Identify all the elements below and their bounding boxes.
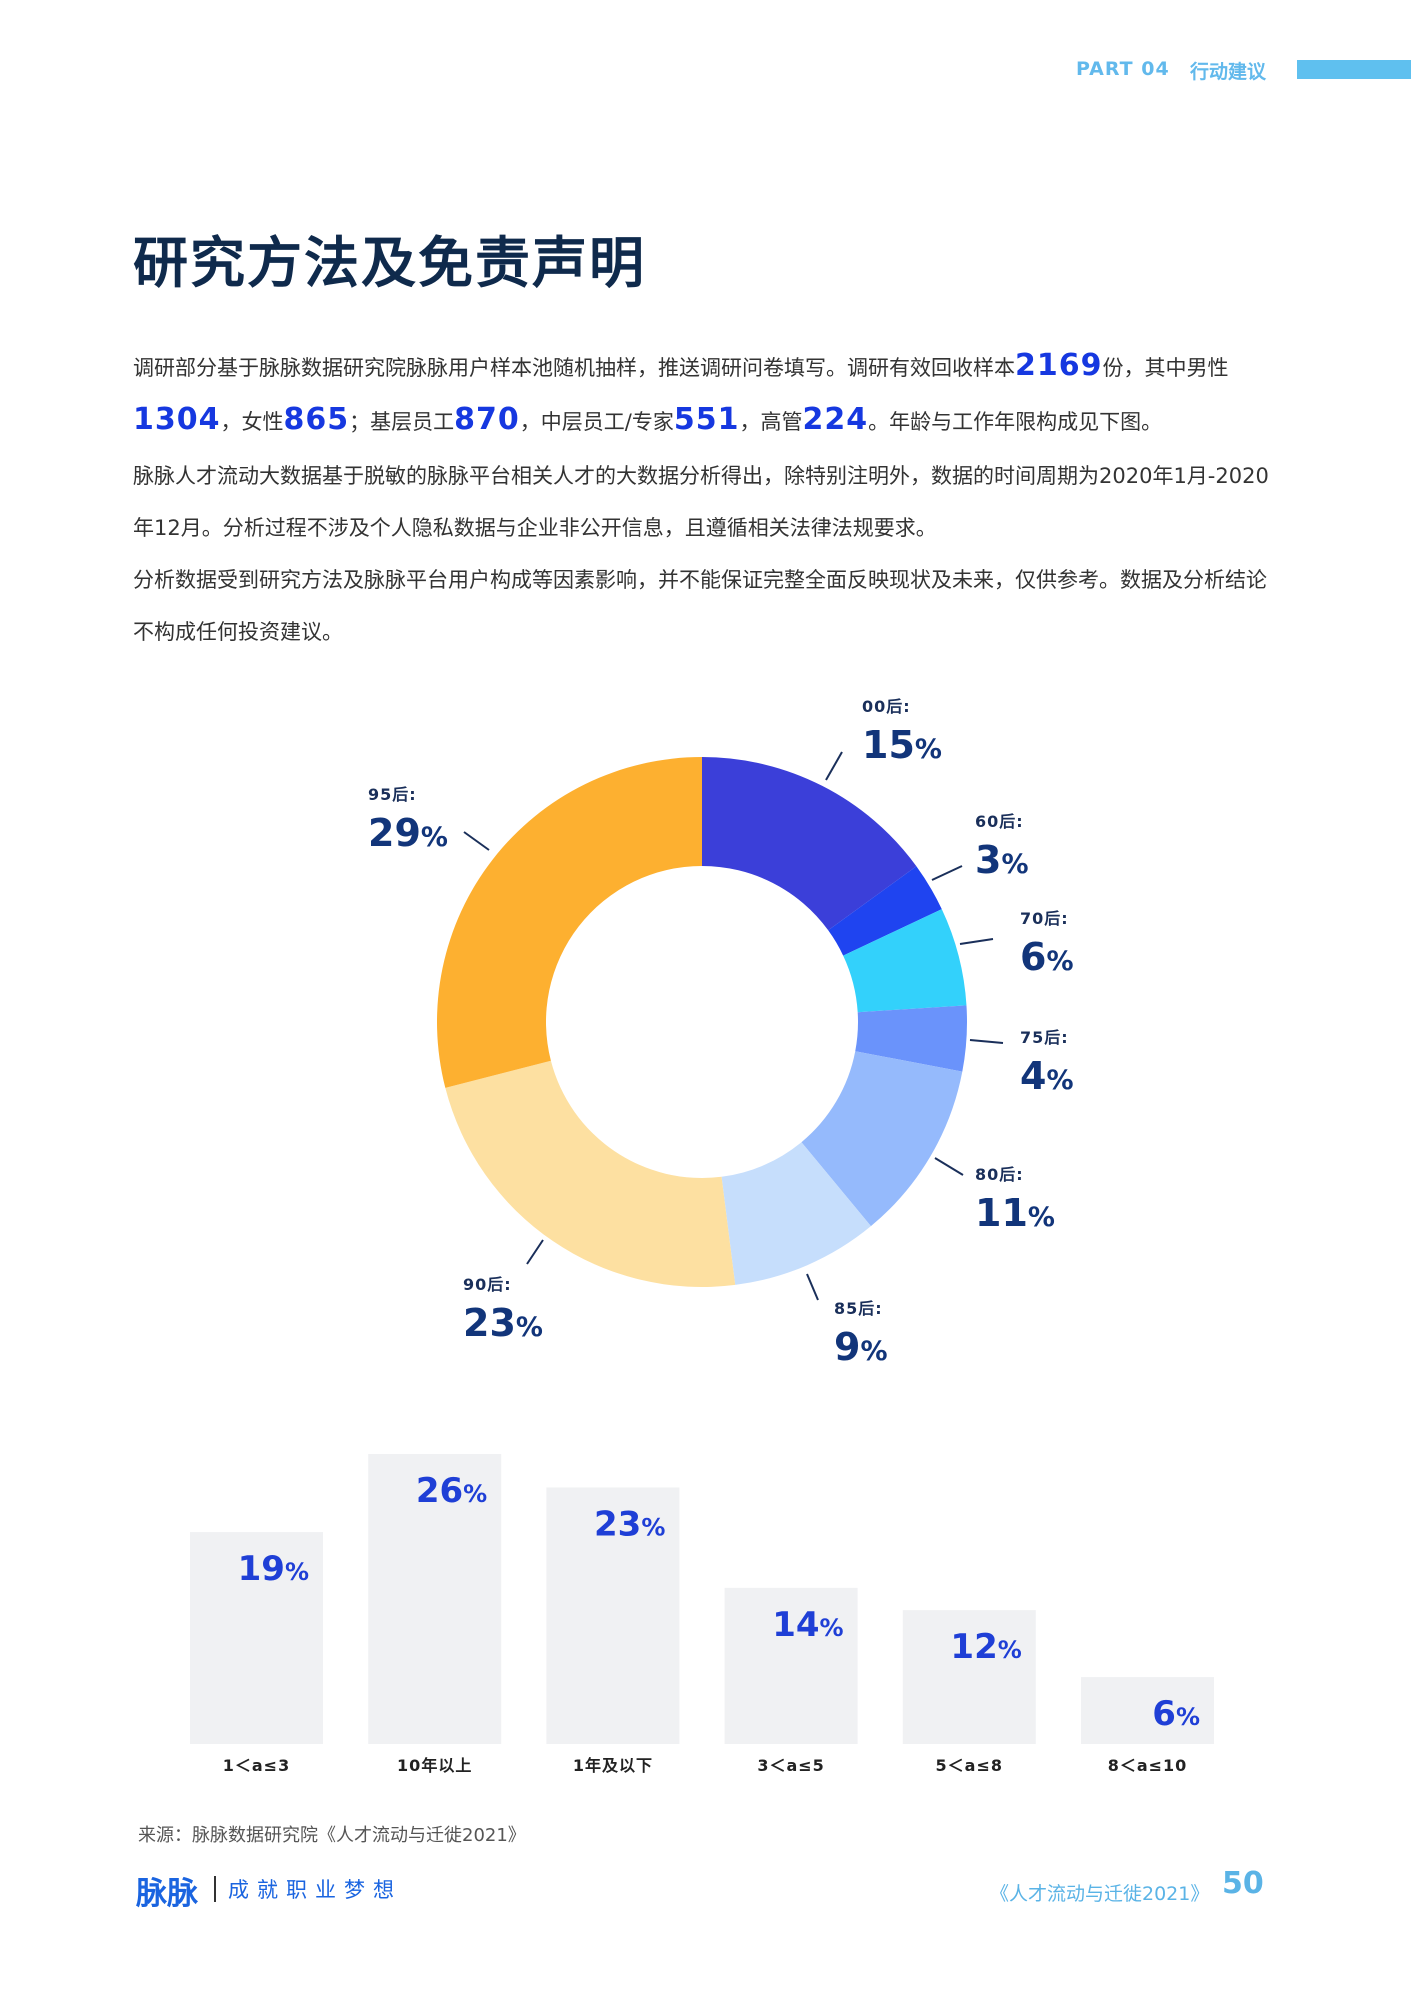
bar-category-label: 1＜a≤3	[223, 1756, 290, 1775]
bar-category-label: 10年以上	[397, 1756, 472, 1775]
donut-slice	[801, 1051, 963, 1227]
footer-logo: 脉脉	[136, 1876, 198, 1912]
bar-category-label: 1年及以下	[573, 1756, 653, 1775]
bar	[546, 1487, 680, 1744]
donut-slice-label: 80后:	[975, 1165, 1024, 1184]
bar-value-label: 6%	[1152, 1694, 1200, 1734]
paragraph-sample: 调研部分基于脉脉数据研究院脉脉用户样本池随机抽样，推送调研问卷填写。调研有效回收…	[133, 348, 1229, 437]
donut-slice	[702, 757, 917, 931]
bar-value-label: 23%	[594, 1504, 665, 1544]
paragraph-bigdata: 脉脉人才流动大数据基于脱敏的脉脉平台相关人才的大数据分析得出，除特别注明外，数据…	[133, 464, 1269, 540]
donut-slice	[445, 1060, 736, 1287]
donut-slice	[721, 1142, 871, 1285]
donut-slice	[855, 1005, 967, 1072]
footer-slogan: 成就职业梦想	[228, 1878, 402, 1902]
sample-total: 2169	[1015, 348, 1103, 383]
bar	[902, 1610, 1036, 1744]
sample-junior: 870	[454, 402, 520, 437]
donut-slice	[828, 866, 942, 956]
bar	[368, 1454, 502, 1744]
sample-male: 1304	[133, 402, 221, 437]
footer-divider	[214, 1876, 216, 1902]
bar	[724, 1587, 858, 1744]
bar-category-label: 3＜a≤5	[757, 1756, 824, 1775]
sample-senior: 224	[802, 402, 869, 437]
donut-slice-value: 3%	[975, 838, 1029, 882]
donut-slice-label: 95后:	[368, 785, 417, 804]
page-title: 研究方法及免责声明	[133, 230, 647, 295]
donut-leader-line	[463, 831, 490, 851]
donut-leader-line	[959, 938, 994, 945]
donut-slice	[437, 757, 702, 1088]
bar-value-label: 14%	[772, 1605, 843, 1645]
donut-leader-line	[526, 1239, 544, 1265]
bar-category-label: 8＜a≤10	[1108, 1756, 1188, 1775]
donut-slice-value: 23%	[463, 1301, 543, 1345]
source-note: 来源：脉脉数据研究院《人才流动与迁徙2021》	[138, 1825, 526, 1846]
sample-middle: 551	[673, 402, 740, 437]
bar	[1081, 1677, 1214, 1744]
donut-slice-value: 11%	[975, 1191, 1055, 1235]
paragraph-disclaimer: 分析数据受到研究方法及脉脉平台用户构成等因素影响，并不能保证完整全面反映现状及未…	[133, 568, 1267, 644]
bar-value-label: 26%	[416, 1471, 487, 1511]
donut-slice-label: 70后:	[1020, 909, 1069, 928]
donut-slice	[843, 909, 967, 1013]
footer-report-title: 《人才流动与迁徙2021》	[990, 1883, 1210, 1905]
bar-category-label: 5＜a≤8	[936, 1756, 1003, 1775]
header-accent-bar	[1297, 60, 1411, 79]
donut-slice-value: 4%	[1020, 1054, 1074, 1098]
donut-slice-value: 29%	[368, 811, 448, 855]
page-number: 50	[1222, 1866, 1264, 1901]
bar-value-label: 12%	[950, 1627, 1021, 1667]
sample-female: 865	[283, 402, 350, 437]
donut-leader-line	[934, 1157, 964, 1176]
donut-leader-line	[825, 751, 843, 781]
bar	[190, 1532, 323, 1744]
donut-leader-line	[806, 1273, 819, 1301]
donut-slice-label: 90后:	[463, 1275, 512, 1294]
donut-slice-label: 60后:	[975, 812, 1024, 831]
header-part-label: PART 04	[1076, 58, 1170, 80]
age-donut-chart: 00后: 15% 60后: 3% 70后: 6% 75后: 4% 80后: 11% 85后: 9% 90…	[368, 697, 1074, 1369]
donut-slice-value: 6%	[1020, 935, 1074, 979]
donut-slice-label: 00后:	[862, 697, 911, 716]
donut-slice-value: 15%	[862, 723, 942, 767]
donut-slice-value: 9%	[834, 1325, 888, 1369]
donut-leader-line	[931, 865, 963, 881]
bar-value-label: 19%	[238, 1549, 309, 1589]
donut-slice-label: 85后:	[834, 1299, 883, 1318]
header-section-label: 行动建议	[1190, 61, 1267, 83]
donut-leader-line	[969, 1039, 1004, 1044]
work-years-bar-chart: 19% 1＜a≤3 26% 10年以上 23% 1年及以下 14% 3＜a≤5 12% 5＜a≤8…	[190, 1454, 1214, 1775]
donut-slice-label: 75后:	[1020, 1028, 1069, 1047]
